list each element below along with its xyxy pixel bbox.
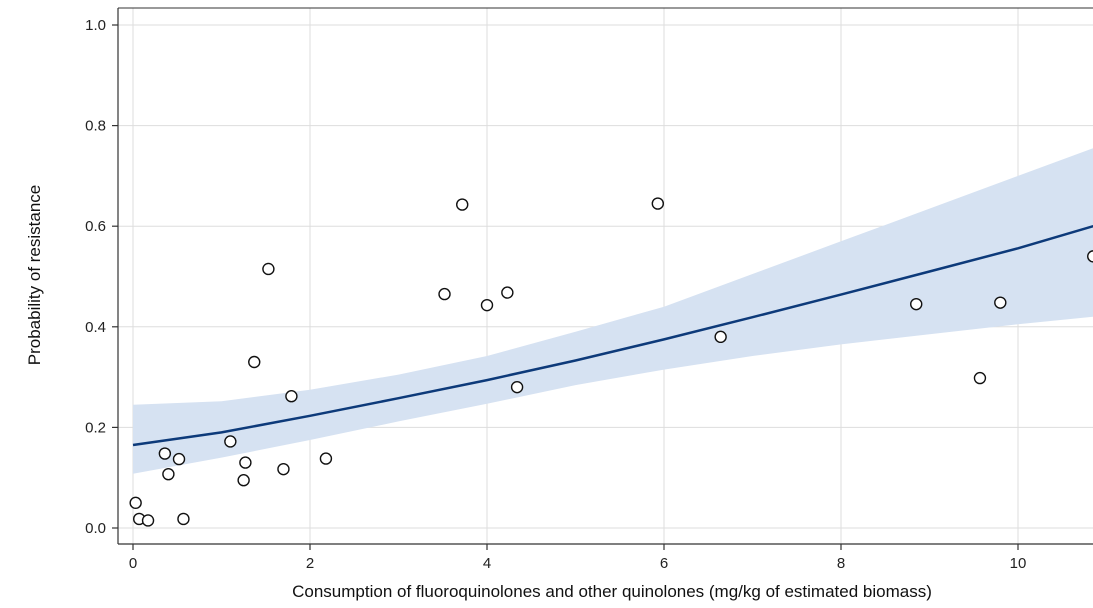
data-point — [438, 287, 451, 301]
data-point — [1087, 250, 1093, 263]
x-tick-label: 6 — [660, 555, 668, 572]
data-point — [129, 496, 142, 510]
y-tick-label: 0.2 — [85, 419, 106, 436]
y-tick-label: 0.6 — [85, 218, 106, 235]
x-tick-label: 2 — [306, 555, 314, 572]
data-point — [177, 512, 190, 526]
confidence-band-layer — [133, 148, 1093, 474]
x-tick-label: 10 — [1010, 555, 1027, 572]
data-point — [224, 435, 237, 448]
x-tick-label: 4 — [483, 555, 491, 572]
data-point — [910, 297, 923, 311]
data-point — [158, 447, 172, 460]
data-points-layer — [129, 197, 1093, 527]
y-axis-label: Probability of resistance — [25, 185, 44, 365]
data-point — [501, 286, 514, 299]
x-tick-label: 0 — [129, 555, 137, 572]
fit-line-layer — [132, 225, 1093, 447]
data-point — [162, 467, 175, 481]
y-tick-label: 0.0 — [85, 520, 106, 537]
data-point — [319, 452, 333, 465]
data-point — [237, 474, 250, 487]
data-point — [172, 452, 186, 466]
data-point — [651, 197, 665, 210]
y-tick-label: 0.8 — [85, 118, 106, 135]
data-point — [239, 456, 252, 469]
data-point — [248, 355, 261, 369]
y-tick-label: 1.0 — [85, 17, 106, 34]
data-point — [510, 380, 524, 394]
y-tick-labels: 0.0 0.2 0.4 0.6 0.8 1.0 — [85, 17, 106, 537]
data-point — [994, 296, 1007, 309]
axis-layer — [112, 7, 1093, 550]
data-point — [141, 514, 155, 527]
data-point — [262, 262, 275, 276]
data-point — [714, 330, 727, 344]
x-axis-label: Consumption of fluoroquinolones and othe… — [292, 582, 932, 601]
x-tick-labels: 0 2 4 6 8 10 — [129, 555, 1027, 572]
confidence-band — [133, 148, 1093, 474]
fitted-line — [132, 225, 1093, 447]
data-point — [285, 390, 298, 403]
y-tick-label: 0.4 — [85, 319, 106, 336]
data-point — [480, 298, 494, 312]
data-point — [456, 198, 469, 211]
data-point — [277, 462, 290, 476]
data-point — [973, 371, 987, 385]
x-tick-label: 8 — [837, 555, 845, 572]
